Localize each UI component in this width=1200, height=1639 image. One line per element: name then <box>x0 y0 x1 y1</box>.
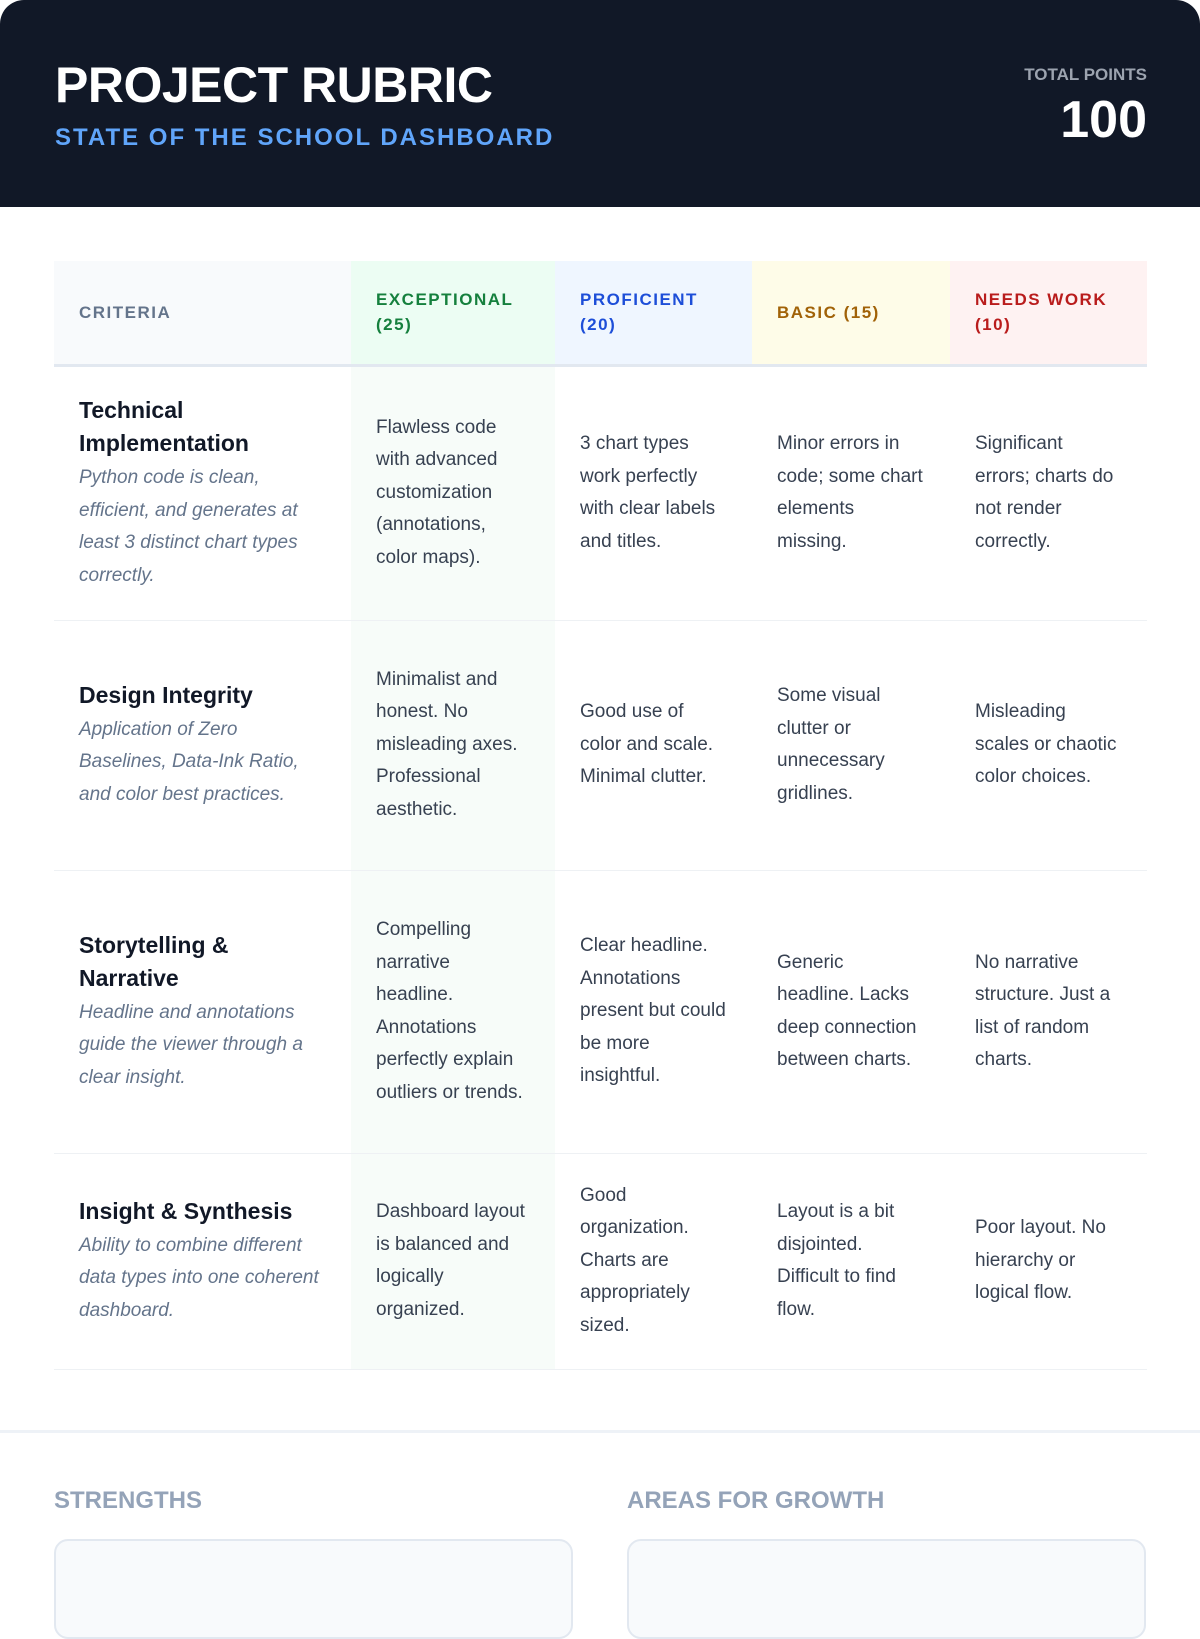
cell-exceptional: Minimalist and honest. No misleading axe… <box>351 620 555 871</box>
criteria-cell: Insight & Synthesis Ability to combine di… <box>54 1153 351 1370</box>
criteria-description: Headline and annotations guide the viewe… <box>79 1001 303 1088</box>
cell-needs-work: No narrative structure. Just a list of r… <box>950 870 1147 1154</box>
cell-basic: Layout is a bit disjointed. Difficult to… <box>752 1153 950 1370</box>
table-row: Design Integrity Application of Zero Base… <box>54 620 1147 871</box>
cell-proficient: 3 chart types work perfectly with clear … <box>555 365 752 621</box>
growth-label: AREAS FOR GROWTH <box>627 1487 885 1514</box>
section-divider <box>0 1430 1200 1433</box>
criteria-cell: Design Integrity Application of Zero Base… <box>54 620 351 871</box>
page-title: PROJECT RUBRIC <box>55 57 493 113</box>
header-row: CRITERIA EXCEPTIONAL (25) PROFICIENT (20) B… <box>54 261 1147 367</box>
growth-input[interactable] <box>627 1539 1146 1639</box>
column-header-basic: BASIC (15) <box>752 261 950 367</box>
page-subtitle: STATE OF THE SCHOOL DASHBOARD <box>55 124 555 151</box>
total-points-value: 100 <box>1060 91 1147 149</box>
header: PROJECT RUBRIC STATE OF THE SCHOOL DASHB… <box>0 0 1200 207</box>
criteria-cell: Technical Implementation Python code is c… <box>54 365 351 621</box>
column-header-needs-work: NEEDS WORK (10) <box>950 261 1147 367</box>
criteria-description: Python code is clean, efficient, and gen… <box>79 467 298 586</box>
cell-proficient: Good use of color and scale. Minimal clu… <box>555 620 752 871</box>
rubric-table: CRITERIA EXCEPTIONAL (25) PROFICIENT (20) B… <box>54 261 1147 1370</box>
cell-proficient: Good organization. Charts are appropriat… <box>555 1153 752 1370</box>
cell-exceptional: Dashboard layout is balanced and logical… <box>351 1153 555 1370</box>
cell-exceptional: Flawless code with advanced customizatio… <box>351 365 555 621</box>
criteria-name: Insight & Synthesis <box>79 1197 293 1224</box>
cell-basic: Some visual clutter or unnecessary gridl… <box>752 620 950 871</box>
cell-exceptional: Compelling narrative headline. Annotatio… <box>351 870 555 1154</box>
cell-needs-work: Significant errors; charts do not render… <box>950 365 1147 621</box>
criteria-description: Ability to combine different data types … <box>79 1234 319 1321</box>
column-header-criteria: CRITERIA <box>54 261 351 367</box>
cell-basic: Generic headline. Lacks deep connection … <box>752 870 950 1154</box>
table-row: Storytelling & Narrative Headline and ann… <box>54 870 1147 1154</box>
table-row: Insight & Synthesis Ability to combine di… <box>54 1153 1147 1370</box>
cell-needs-work: Misleading scales or chaotic color choic… <box>950 620 1147 871</box>
column-header-proficient: PROFICIENT (20) <box>555 261 752 367</box>
criteria-description: Application of Zero Baselines, Data-Ink … <box>79 718 299 805</box>
criteria-cell: Storytelling & Narrative Headline and ann… <box>54 870 351 1154</box>
criteria-name: Storytelling & Narrative <box>79 931 229 991</box>
column-header-exceptional: EXCEPTIONAL (25) <box>351 261 555 367</box>
criteria-name: Technical Implementation <box>79 397 249 456</box>
table-row: Technical Implementation Python code is c… <box>54 365 1147 621</box>
cell-basic: Minor errors in code; some chart element… <box>752 365 950 621</box>
strengths-input[interactable] <box>54 1539 573 1639</box>
cell-proficient: Clear headline. Annotations present but … <box>555 870 752 1154</box>
strengths-label: STRENGTHS <box>54 1487 203 1514</box>
criteria-name: Design Integrity <box>79 681 253 708</box>
total-points-label: TOTAL POINTS <box>1024 65 1147 84</box>
cell-needs-work: Poor layout. No hierarchy or logical flo… <box>950 1153 1147 1370</box>
